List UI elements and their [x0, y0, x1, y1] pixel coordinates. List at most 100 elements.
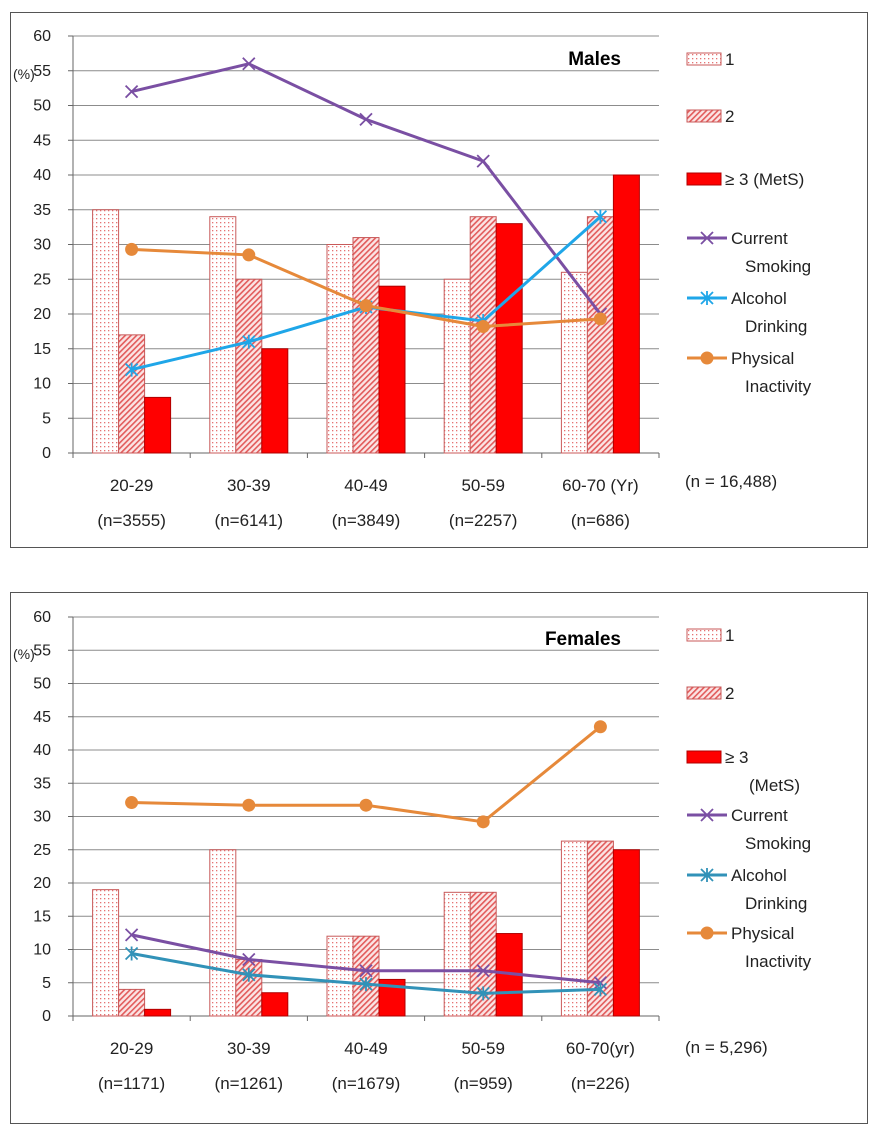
bar-3-mets-30-39: [261, 348, 289, 454]
point-current-smoking-50-59: [476, 964, 490, 978]
legend-swatch-1: [686, 628, 722, 642]
y-axis-unit-label: (%): [13, 66, 35, 82]
y-tick-label: 15: [33, 908, 51, 925]
chart-title: Males: [568, 49, 621, 70]
x-category-label: 60-70(yr): [566, 1039, 635, 1058]
point-physical-inactivity-60-70-yr: [593, 312, 607, 326]
point-current-smoking-30-39: [242, 57, 256, 71]
legend-marker-alcohol-drinking: [700, 291, 714, 305]
bar-3-mets-60-70-yr: [612, 849, 640, 1017]
females-chart: 0 5 10 15 20 25 30 35 40 45 50 55 60 Females (%) 20-29 (…: [13, 609, 812, 1093]
y-tick-label: 50: [33, 98, 51, 115]
point-current-smoking-50-59: [476, 154, 490, 168]
point-alcohol-drinking-20-29: [124, 362, 139, 377]
y-tick-label: 0: [42, 1008, 51, 1025]
bar-2-40-49: [352, 935, 380, 1017]
y-tick-label: 40: [33, 742, 51, 759]
y-tick-label: 40: [33, 167, 51, 184]
x-category-n-label: (n=1261): [215, 1074, 284, 1093]
legend-label-current-smoking: Current: [731, 229, 788, 248]
x-category-n-label: (n=1679): [332, 1074, 401, 1093]
legend-label-3-mets: ≥ 3 (MetS): [725, 170, 804, 189]
x-category-n-label: (n=1171): [98, 1074, 165, 1093]
legend-swatch-1: [686, 52, 722, 66]
legend-label-alcohol-drinking: Drinking: [745, 894, 807, 913]
bar-1-20-29: [92, 889, 120, 1017]
x-category-label: 30-39: [227, 476, 270, 495]
point-current-smoking-20-29: [124, 928, 139, 942]
point-alcohol-drinking-60-70-yr: [593, 209, 608, 224]
bar-1-60-70-yr: [560, 840, 588, 1017]
legend-label-physical-inactivity: Physical: [731, 349, 794, 368]
y-tick-label: 15: [33, 341, 51, 358]
bar-3-mets-60-70-yr: [612, 174, 640, 454]
legend-marker-current-smoking: [700, 808, 714, 822]
bar-1-50-59: [443, 278, 471, 454]
x-category-label: 20-29: [110, 476, 153, 495]
legend-label-3-mets: (MetS): [749, 776, 800, 795]
bar-3-mets-30-39: [261, 992, 289, 1017]
y-tick-label: 45: [33, 709, 51, 726]
point-alcohol-drinking-60-70-yr: [593, 982, 608, 997]
point-alcohol-drinking-50-59: [476, 986, 490, 1001]
legend-label-alcohol-drinking: Alcohol: [731, 289, 787, 308]
bar-2-60-70-yr: [586, 216, 614, 454]
bar-2-30-39: [235, 278, 263, 454]
y-tick-label: 45: [33, 132, 51, 149]
point-current-smoking-40-49: [359, 112, 373, 127]
x-category-label: 40-49: [344, 476, 387, 495]
x-category-label: 20-29: [110, 1039, 153, 1058]
point-physical-inactivity-20-29: [125, 796, 139, 810]
bar-1-40-49: [326, 244, 354, 454]
bar-3-mets-50-59: [495, 223, 523, 454]
legend-label-physical-inactivity: Inactivity: [745, 377, 812, 396]
y-tick-label: 0: [42, 445, 51, 462]
point-alcohol-drinking-20-29: [124, 946, 139, 961]
legend-label-1: 1: [725, 50, 734, 69]
legend-label-current-smoking: Smoking: [745, 257, 811, 276]
y-tick-label: 25: [33, 271, 51, 288]
y-tick-label: 60: [33, 28, 51, 45]
y-tick-label: 10: [33, 376, 51, 393]
y-axis-unit-label: (%): [13, 646, 35, 662]
legend: 1 2 ≥ 3(MetS) Current Smoking Alcohol Drinking…: [686, 626, 812, 971]
legend-label-current-smoking: Current: [731, 806, 788, 825]
y-tick-label: 20: [33, 875, 51, 892]
legend: 1 2 ≥ 3 (MetS) Current Smoking Alcohol Drinkin…: [686, 50, 812, 396]
y-tick-label: 35: [33, 202, 51, 219]
y-tick-label: 25: [33, 842, 51, 859]
females-chart-panel: 0 5 10 15 20 25 30 35 40 45 50 55 60 Females (%) 20-29 (…: [10, 592, 868, 1124]
legend-marker-physical-inactivity: [700, 351, 714, 365]
total-n-label: (n = 5,296): [685, 1038, 768, 1057]
legend-label-current-smoking: Smoking: [745, 834, 811, 853]
y-tick-label: 60: [33, 609, 51, 626]
legend-label-1: 1: [725, 626, 734, 645]
males-chart-panel: 0 5 10 15 20 25 30 35 40 45 50 55 60 Males (%) 20-29 (n=…: [10, 12, 868, 548]
x-category-label: 30-39: [227, 1039, 270, 1058]
legend-swatch-3-mets: [686, 750, 722, 764]
x-category-n-label: (n=6141): [215, 511, 284, 530]
point-current-smoking-40-49: [359, 964, 373, 978]
males-chart: 0 5 10 15 20 25 30 35 40 45 50 55 60 Males (%) 20-29 (n=…: [13, 28, 812, 530]
y-tick-label: 5: [42, 410, 51, 427]
x-category-n-label: (n=226): [571, 1074, 630, 1093]
legend-swatch-3-mets: [686, 172, 722, 186]
legend-label-alcohol-drinking: Drinking: [745, 317, 807, 336]
legend-swatch-2: [686, 109, 722, 123]
y-tick-label: 20: [33, 306, 51, 323]
point-current-smoking-20-29: [124, 84, 139, 99]
y-tick-label: 30: [33, 809, 51, 826]
y-tick-label: 30: [33, 237, 51, 254]
legend-marker-alcohol-drinking: [700, 868, 714, 882]
legend-label-2: 2: [725, 684, 734, 703]
y-tick-label: 10: [33, 942, 51, 959]
point-physical-inactivity-40-49: [359, 299, 373, 313]
bar-1-20-29: [92, 209, 120, 454]
point-alcohol-drinking-40-49: [359, 977, 373, 992]
bar-1-50-59: [443, 891, 471, 1017]
series-physical-inactivity: [125, 720, 607, 829]
y-tick-label: 55: [33, 63, 51, 80]
series-alcohol-drinking: [124, 946, 608, 1001]
x-category-label: 60-70 (Yr): [562, 476, 639, 495]
x-category-n-label: (n=2257): [449, 511, 518, 530]
